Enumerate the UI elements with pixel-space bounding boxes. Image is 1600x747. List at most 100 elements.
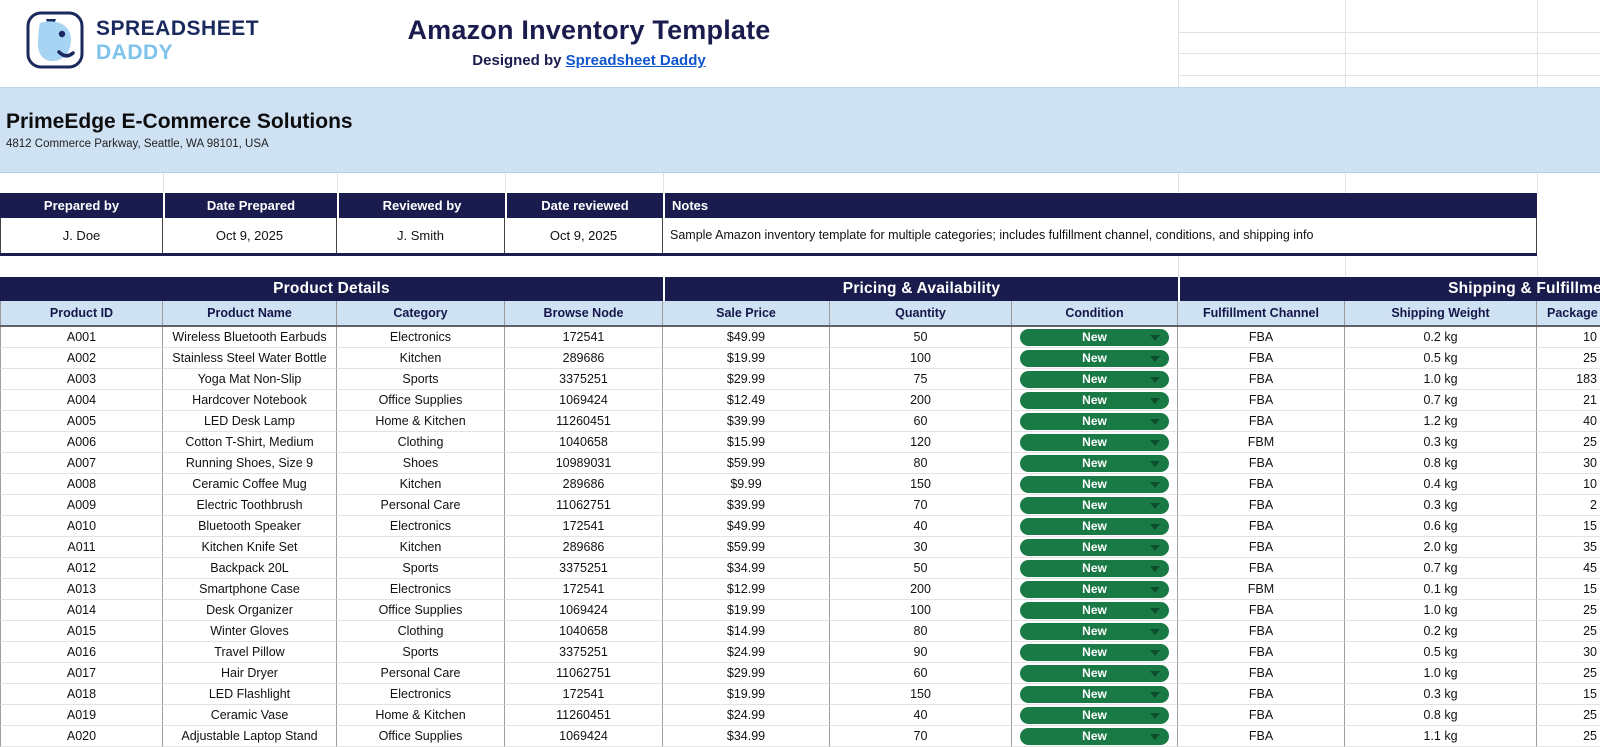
colheader-product-name[interactable]: Product Name bbox=[163, 301, 337, 325]
cell-package-dimensions[interactable]: 183 bbox=[1537, 369, 1600, 390]
condition-dropdown[interactable]: New bbox=[1020, 476, 1169, 493]
colheader-fulfillment-channel[interactable]: Fulfillment Channel bbox=[1178, 301, 1345, 325]
cell-product-name[interactable]: Backpack 20L bbox=[163, 558, 337, 579]
cell-quantity[interactable]: 50 bbox=[830, 558, 1012, 579]
cell-browse-node[interactable]: 11062751 bbox=[505, 663, 663, 684]
meta-header-notes[interactable]: Notes bbox=[663, 193, 1537, 218]
cell-shipping-weight[interactable]: 0.5 kg bbox=[1345, 642, 1537, 663]
cell-product-id[interactable]: A014 bbox=[0, 600, 163, 621]
cell-package-dimensions[interactable]: 45 bbox=[1537, 558, 1600, 579]
cell-package-dimensions[interactable]: 35 bbox=[1537, 537, 1600, 558]
cell-quantity[interactable]: 80 bbox=[830, 453, 1012, 474]
cell-fulfillment-channel[interactable]: FBA bbox=[1178, 516, 1345, 537]
cell-browse-node[interactable]: 1069424 bbox=[505, 600, 663, 621]
cell-product-name[interactable]: Hardcover Notebook bbox=[163, 390, 337, 411]
cell-sale-price[interactable]: $34.99 bbox=[663, 558, 830, 579]
cell-product-id[interactable]: A010 bbox=[0, 516, 163, 537]
cell-package-dimensions[interactable]: 40 bbox=[1537, 411, 1600, 432]
cell-quantity[interactable]: 200 bbox=[830, 579, 1012, 600]
cell-sale-price[interactable]: $59.99 bbox=[663, 453, 830, 474]
cell-sale-price[interactable]: $39.99 bbox=[663, 495, 830, 516]
cell-package-dimensions[interactable]: 2 bbox=[1537, 495, 1600, 516]
cell-product-id[interactable]: A005 bbox=[0, 411, 163, 432]
cell-browse-node[interactable]: 1069424 bbox=[505, 390, 663, 411]
cell-browse-node[interactable]: 172541 bbox=[505, 327, 663, 348]
cell-category[interactable]: Office Supplies bbox=[337, 390, 505, 411]
cell-shipping-weight[interactable]: 0.4 kg bbox=[1345, 474, 1537, 495]
cell-sale-price[interactable]: $29.99 bbox=[663, 369, 830, 390]
meta-header-date-reviewed[interactable]: Date reviewed bbox=[505, 193, 663, 218]
cell-category[interactable]: Sports bbox=[337, 558, 505, 579]
cell-fulfillment-channel[interactable]: FBA bbox=[1178, 495, 1345, 516]
cell-category[interactable]: Electronics bbox=[337, 516, 505, 537]
cell-product-name[interactable]: LED Desk Lamp bbox=[163, 411, 337, 432]
cell-product-id[interactable]: A016 bbox=[0, 642, 163, 663]
condition-dropdown[interactable]: New bbox=[1020, 581, 1169, 598]
cell-package-dimensions[interactable]: 25 bbox=[1537, 726, 1600, 747]
cell-fulfillment-channel[interactable]: FBA bbox=[1178, 684, 1345, 705]
cell-shipping-weight[interactable]: 0.8 kg bbox=[1345, 453, 1537, 474]
cell-fulfillment-channel[interactable]: FBA bbox=[1178, 453, 1345, 474]
cell-product-id[interactable]: A006 bbox=[0, 432, 163, 453]
cell-fulfillment-channel[interactable]: FBA bbox=[1178, 621, 1345, 642]
cell-sale-price[interactable]: $9.99 bbox=[663, 474, 830, 495]
cell-quantity[interactable]: 150 bbox=[830, 684, 1012, 705]
cell-shipping-weight[interactable]: 1.0 kg bbox=[1345, 369, 1537, 390]
cell-product-name[interactable]: Electric Toothbrush bbox=[163, 495, 337, 516]
cell-category[interactable]: Electronics bbox=[337, 579, 505, 600]
colheader-product-id[interactable]: Product ID bbox=[0, 301, 163, 325]
cell-category[interactable]: Personal Care bbox=[337, 663, 505, 684]
spreadsheet-daddy-link[interactable]: Spreadsheet Daddy bbox=[565, 52, 706, 69]
cell-category[interactable]: Personal Care bbox=[337, 495, 505, 516]
cell-browse-node[interactable]: 3375251 bbox=[505, 558, 663, 579]
cell-shipping-weight[interactable]: 0.2 kg bbox=[1345, 327, 1537, 348]
cell-fulfillment-channel[interactable]: FBA bbox=[1178, 705, 1345, 726]
cell-product-id[interactable]: A001 bbox=[0, 327, 163, 348]
cell-product-id[interactable]: A008 bbox=[0, 474, 163, 495]
colheader-category[interactable]: Category bbox=[337, 301, 505, 325]
cell-product-name[interactable]: Wireless Bluetooth Earbuds bbox=[163, 327, 337, 348]
condition-dropdown[interactable]: New bbox=[1020, 560, 1169, 577]
cell-category[interactable]: Kitchen bbox=[337, 474, 505, 495]
cell-sale-price[interactable]: $12.49 bbox=[663, 390, 830, 411]
cell-shipping-weight[interactable]: 0.3 kg bbox=[1345, 684, 1537, 705]
cell-package-dimensions[interactable]: 25 bbox=[1537, 600, 1600, 621]
cell-quantity[interactable]: 90 bbox=[830, 642, 1012, 663]
cell-shipping-weight[interactable]: 0.2 kg bbox=[1345, 621, 1537, 642]
cell-fulfillment-channel[interactable]: FBA bbox=[1178, 663, 1345, 684]
cell-fulfillment-channel[interactable]: FBA bbox=[1178, 474, 1345, 495]
condition-dropdown[interactable]: New bbox=[1020, 497, 1169, 514]
cell-category[interactable]: Clothing bbox=[337, 621, 505, 642]
cell-category[interactable]: Kitchen bbox=[337, 537, 505, 558]
cell-quantity[interactable]: 40 bbox=[830, 516, 1012, 537]
cell-product-id[interactable]: A007 bbox=[0, 453, 163, 474]
cell-category[interactable]: Home & Kitchen bbox=[337, 705, 505, 726]
cell-package-dimensions[interactable]: 30 bbox=[1537, 642, 1600, 663]
cell-sale-price[interactable]: $49.99 bbox=[663, 327, 830, 348]
condition-dropdown[interactable]: New bbox=[1020, 371, 1169, 388]
cell-product-id[interactable]: A019 bbox=[0, 705, 163, 726]
condition-dropdown[interactable]: New bbox=[1020, 665, 1169, 682]
cell-browse-node[interactable]: 11260451 bbox=[505, 705, 663, 726]
cell-product-name[interactable]: Kitchen Knife Set bbox=[163, 537, 337, 558]
cell-fulfillment-channel[interactable]: FBA bbox=[1178, 726, 1345, 747]
cell-product-id[interactable]: A018 bbox=[0, 684, 163, 705]
cell-sale-price[interactable]: $14.99 bbox=[663, 621, 830, 642]
cell-shipping-weight[interactable]: 0.7 kg bbox=[1345, 390, 1537, 411]
cell-quantity[interactable]: 60 bbox=[830, 663, 1012, 684]
cell-quantity[interactable]: 200 bbox=[830, 390, 1012, 411]
cell-product-name[interactable]: Travel Pillow bbox=[163, 642, 337, 663]
condition-dropdown[interactable]: New bbox=[1020, 434, 1169, 451]
cell-package-dimensions[interactable]: 25 bbox=[1537, 705, 1600, 726]
cell-browse-node[interactable]: 3375251 bbox=[505, 642, 663, 663]
cell-product-name[interactable]: Hair Dryer bbox=[163, 663, 337, 684]
cell-shipping-weight[interactable]: 1.0 kg bbox=[1345, 600, 1537, 621]
cell-package-dimensions[interactable]: 25 bbox=[1537, 621, 1600, 642]
cell-fulfillment-channel[interactable]: FBM bbox=[1178, 579, 1345, 600]
cell-package-dimensions[interactable]: 15 bbox=[1537, 579, 1600, 600]
cell-category[interactable]: Electronics bbox=[337, 684, 505, 705]
cell-package-dimensions[interactable]: 30 bbox=[1537, 453, 1600, 474]
cell-product-name[interactable]: Cotton T-Shirt, Medium bbox=[163, 432, 337, 453]
colheader-sale-price[interactable]: Sale Price bbox=[663, 301, 830, 325]
cell-quantity[interactable]: 100 bbox=[830, 600, 1012, 621]
